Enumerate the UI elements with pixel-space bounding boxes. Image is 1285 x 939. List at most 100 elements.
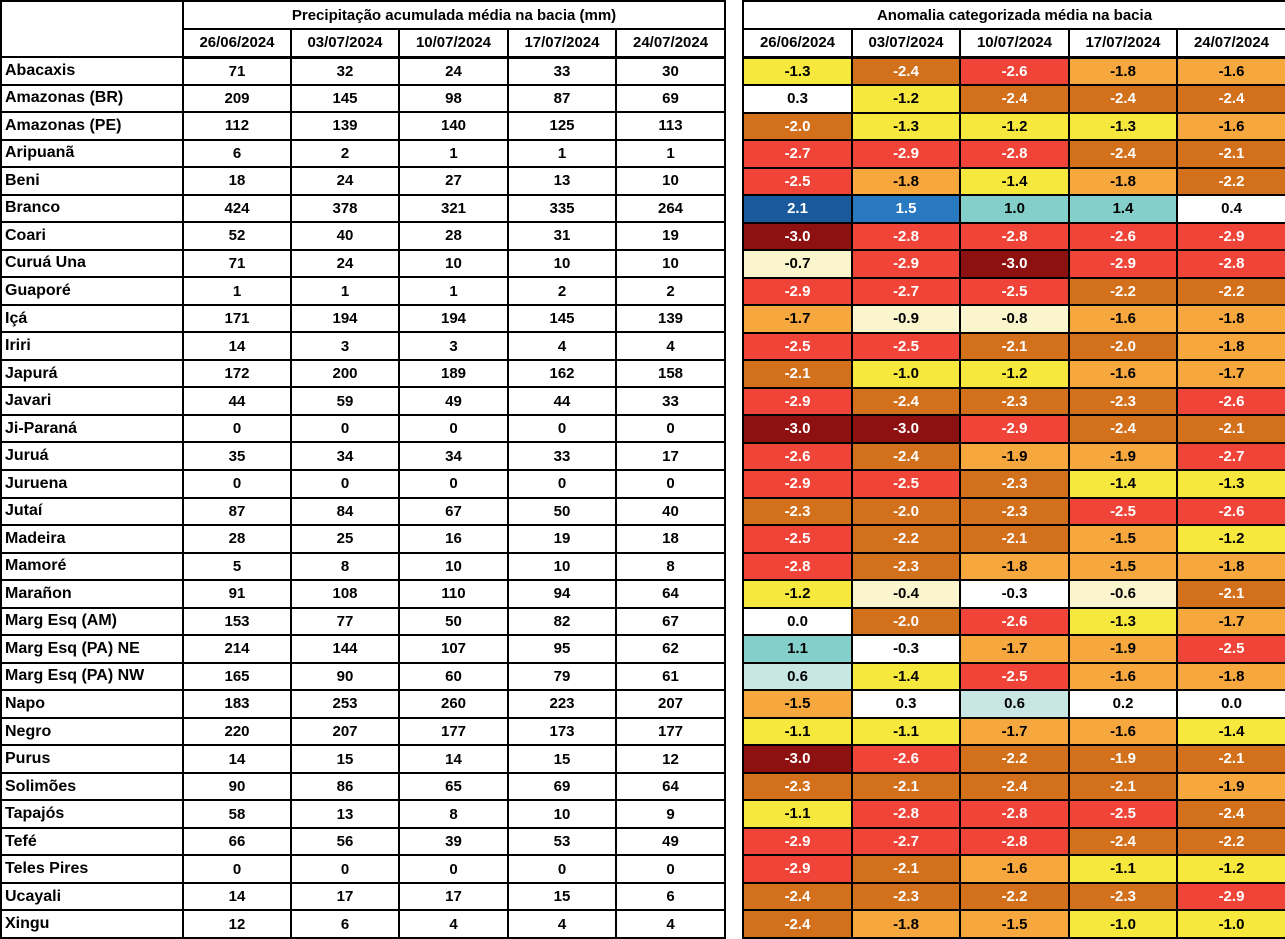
anomaly-cell: -2.1 [1176,579,1285,609]
precip-cell: 86 [290,771,400,802]
anomaly-cell: -2.1 [1068,771,1178,802]
anomaly-cell: -2.5 [959,661,1070,692]
anomaly-cell: -2.5 [851,331,961,362]
precip-cell: 59 [290,386,400,416]
precip-cell: 145 [290,83,400,114]
date-header-cell: 26/06/2024 [742,28,853,59]
anomaly-cell: -2.4 [1068,826,1178,857]
anomaly-cell: -1.6 [1068,304,1178,334]
basin-label: Javari [0,386,184,416]
date-header-cell: 03/07/2024 [851,28,961,59]
basin-label: Iriri [0,331,184,361]
precip-cell: 139 [614,303,727,334]
anomaly-cell: -1.3 [1068,111,1178,142]
basin-label: Japurá [0,358,184,389]
table-row: -2.7 -2.9 -2.8 -2.4 -2.1 [742,139,1285,169]
anomaly-cell: -2.2 [1176,276,1285,307]
anomaly-cell: -2.9 [742,386,853,417]
anomaly-cell: -2.1 [1176,139,1285,169]
precip-cell: 0 [290,854,400,884]
table-row: 0.6 -1.4 -2.5 -1.6 -1.8 [742,661,1285,692]
precip-cell: 67 [614,606,727,637]
precip-cell: 14 [398,744,509,774]
table-row: Madeira 28 25 16 19 18 [0,524,727,554]
basin-label: Juruá [0,441,184,471]
precip-cell: 171 [182,303,292,334]
precip-cell: 71 [182,248,292,279]
table-row: -1.2 -0.4 -0.3 -0.6 -2.1 [742,579,1285,609]
table-row: Marg Esq (AM) 153 77 50 82 67 [0,606,727,637]
precip-cell: 172 [182,358,292,389]
precip-cell: 87 [507,83,617,114]
table-row: -2.1 -1.0 -1.2 -1.6 -1.7 [742,359,1285,389]
precip-cell: 8 [290,551,400,582]
precip-cell: 49 [398,386,509,416]
anomaly-cell: -1.4 [851,661,961,692]
precip-cell: 64 [614,579,727,609]
anomaly-cell: -2.4 [851,386,961,417]
precip-cell: 0 [507,468,617,499]
anomaly-cell: -1.4 [1176,716,1285,747]
precip-cell: 87 [182,496,292,527]
basin-label: Guaporé [0,276,184,306]
precipitation-table-title: Precipitação acumulada média na bacia (m… [181,0,727,30]
table-row: -2.9 -2.7 -2.5 -2.2 -2.2 [742,276,1285,307]
anomaly-cell: -1.9 [1068,634,1178,664]
precip-cell: 67 [398,496,509,527]
anomaly-table-body: -1.3 -2.4 -2.6 -1.8 -1.6 0.3 -1.2 -2.4 -2.4 -2.4-… [742,55,1285,939]
anomaly-cell: -1.7 [742,304,853,334]
table-row: Javari 44 59 49 44 33 [0,386,727,416]
anomaly-cell: -1.4 [1068,469,1178,499]
precip-cell: 5 [182,551,292,582]
anomaly-cell: -0.6 [1068,579,1178,609]
precip-cell: 24 [290,166,400,196]
precip-cell: 1 [398,138,509,169]
table-row: -2.9 -2.5 -2.3 -1.4 -1.3 [742,469,1285,499]
anomaly-cell: 0.0 [1176,689,1285,719]
precip-cell: 6 [614,881,727,912]
table-row: Beni 18 24 27 13 10 [0,166,727,196]
date-header-cell: 03/07/2024 [290,28,400,59]
anomaly-cell: -1.8 [1068,55,1178,87]
precip-cell: 4 [614,331,727,361]
precip-cell: 44 [182,386,292,416]
precip-cell: 15 [507,881,617,912]
precip-cell: 30 [614,56,727,86]
precip-cell: 94 [507,579,617,609]
anomaly-cell: -2.7 [851,826,961,857]
table-row: -2.9 -2.7 -2.8 -2.4 -2.2 [742,826,1285,857]
date-header-row: 26/06/2024 03/07/2024 10/07/2024 17/07/2024… [742,28,1285,59]
precip-cell: 2 [507,276,617,306]
precip-cell: 33 [614,386,727,416]
precip-cell: 1 [290,276,400,306]
precip-cell: 3 [290,331,400,361]
anomaly-cell: 0.3 [742,84,853,114]
anomaly-cell: -1.1 [851,716,961,747]
anomaly-cell: -1.8 [1176,551,1285,582]
anomaly-cell: -0.7 [742,249,853,279]
precip-cell: 50 [398,606,509,637]
basin-label: Beni [0,166,184,196]
precip-cell: 15 [507,744,617,774]
precip-cell: 0 [182,854,292,884]
precip-cell: 194 [290,303,400,334]
table-row: Negro 220 207 177 173 177 [0,716,727,747]
anomaly-cell: -2.3 [1068,386,1178,417]
anomaly-cell: -2.8 [959,799,1070,829]
precip-cell: 25 [290,524,400,554]
anomaly-cell: -1.2 [1176,854,1285,884]
anomaly-cell: -3.0 [742,744,853,774]
anomaly-cell: -2.5 [742,166,853,197]
anomaly-cell: 1.0 [959,194,1070,224]
table-row: -1.3 -2.4 -2.6 -1.8 -1.6 [742,55,1285,87]
precip-cell: 95 [507,634,617,664]
precip-cell: 28 [398,221,509,251]
precip-cell: 4 [507,331,617,361]
table-row: Branco 424 378 321 335 264 [0,193,727,224]
precip-cell: 10 [507,799,617,829]
precip-cell: 1 [614,138,727,169]
basin-label: Marañon [0,579,184,609]
anomaly-cell: -1.2 [742,579,853,609]
anomaly-cell: -2.8 [1176,249,1285,279]
